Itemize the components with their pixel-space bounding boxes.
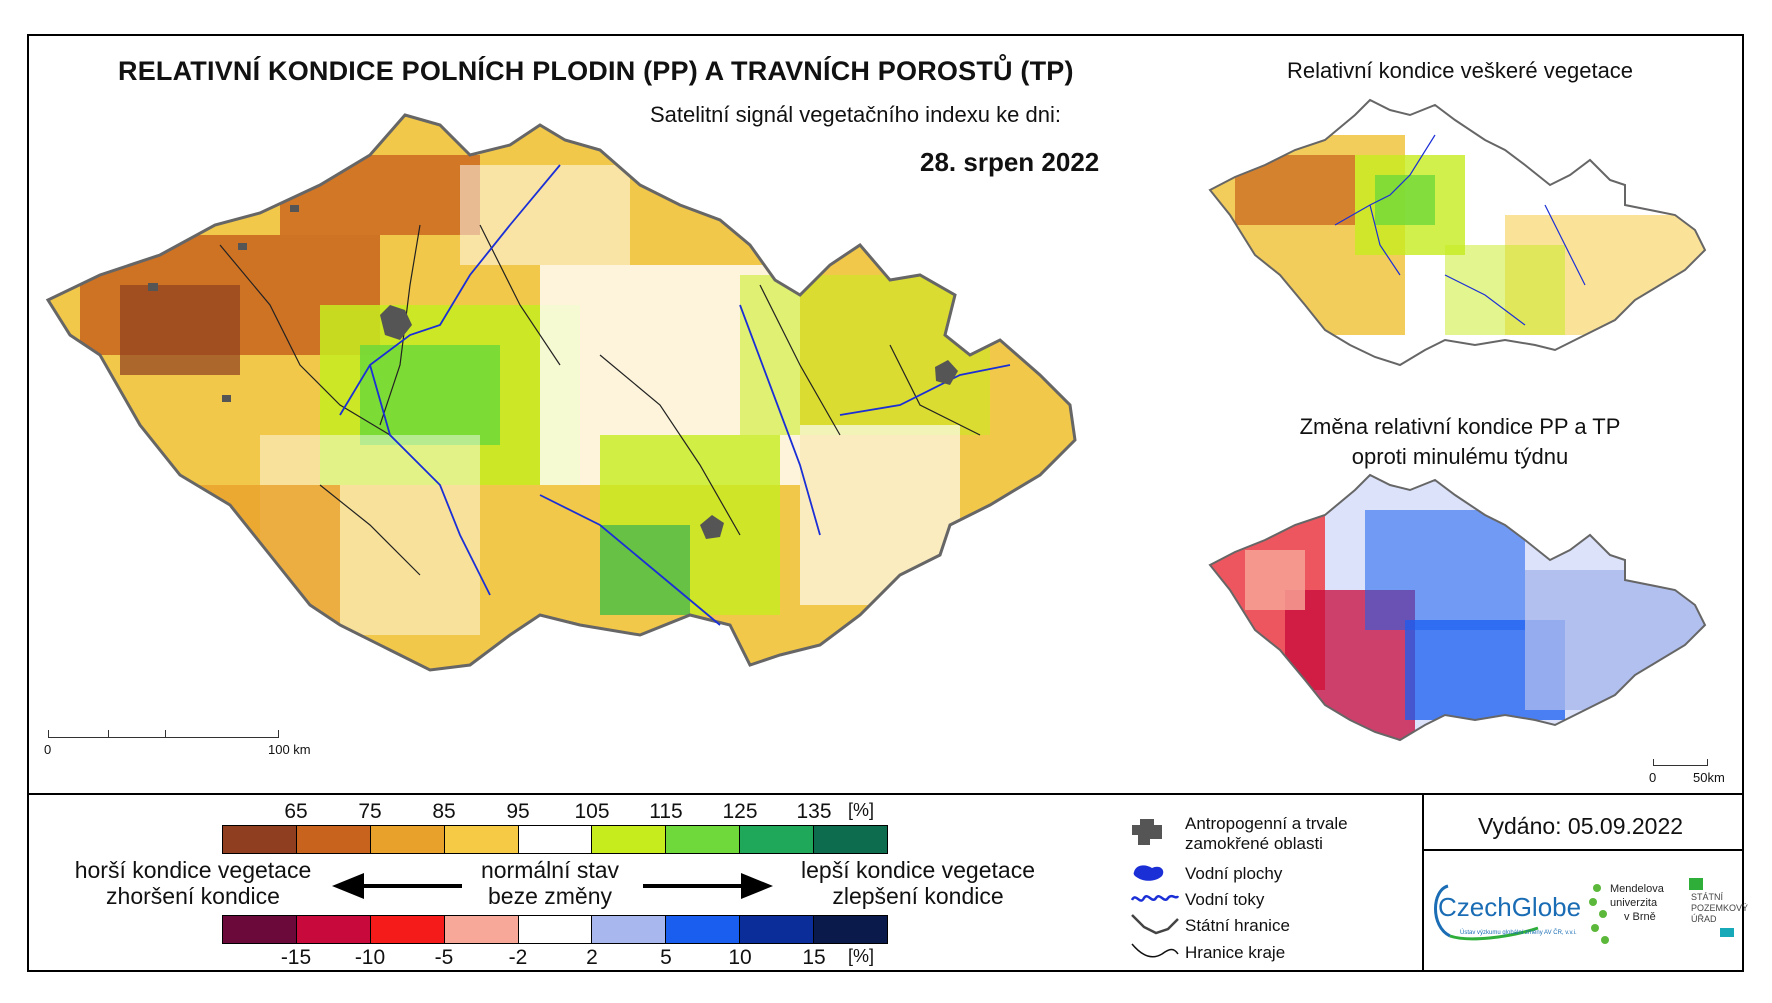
left-arrow-icon [332, 873, 462, 899]
condition-scale-label: 65 [284, 800, 308, 823]
change-scale-label: 10 [728, 946, 752, 969]
legend-state-border: Státní hranice [1185, 916, 1290, 935]
water-body-icon [1133, 865, 1164, 881]
change-inset-title-2: oproti minulému týdnu [1351, 444, 1569, 469]
inset-scalebar-tick-end [1707, 759, 1708, 766]
legend-water-bodies: Vodní plochy [1185, 864, 1283, 883]
change-scale-swatch [370, 916, 445, 943]
info-divider [1422, 793, 1424, 972]
condition-scale-swatch [444, 826, 519, 853]
condition-scale-label: [%] [847, 800, 874, 820]
change-scale-label: 2 [586, 946, 598, 969]
change-scale-swatch [814, 916, 888, 943]
issued-divider [1424, 849, 1744, 851]
change-inset-title-1: Změna relativní kondice PP a TP [1299, 414, 1621, 439]
mendel-logo-icon [1589, 884, 1609, 944]
change-scale-label: 15 [802, 946, 826, 969]
urban-area-icon [1132, 819, 1162, 845]
change-scale-label: -10 [354, 946, 386, 969]
right-arrow-icon [643, 873, 773, 899]
change-scale-label: -15 [280, 946, 312, 969]
legend-urban-1: Antropogenní a trvale [1185, 814, 1348, 833]
better-change-label: zlepšení kondice [832, 883, 1004, 909]
mendel-logo-line2: univerzita [1610, 897, 1658, 909]
czechglobe-logo-text: CzechGlobe [1438, 892, 1582, 922]
condition-scale-label: 85 [432, 800, 456, 823]
condition-scale-label: 75 [358, 800, 382, 823]
condition-scale-label: 115 [649, 800, 683, 823]
condition-scale-label: 95 [506, 800, 530, 823]
main-scalebar-tick-end [278, 730, 279, 738]
condition-scale-swatch [518, 826, 593, 853]
change-scale-label: 5 [660, 946, 672, 969]
inset-scalebar-end: 50km [1693, 770, 1725, 785]
spu-logo-line1: STÁTNÍ [1691, 892, 1724, 902]
condition-scale-label: 125 [722, 800, 758, 823]
change-scale-swatch [444, 916, 519, 943]
condition-scale-swatch [814, 826, 888, 853]
map-title: RELATIVNÍ KONDICE POLNÍCH PLODIN (PP) A … [118, 56, 1074, 86]
condition-colorbar [222, 825, 888, 854]
change-scale-label: -2 [508, 946, 528, 969]
condition-scale-label: 105 [574, 800, 610, 823]
change-scale-swatch [223, 916, 297, 943]
czechglobe-logo [1434, 884, 1539, 941]
map-date: 28. srpen 2022 [920, 147, 1100, 177]
normal-state-label: normální stav [480, 857, 620, 883]
legend-rivers: Vodní toky [1185, 890, 1265, 909]
worse-condition-label: horší kondice vegetace [74, 857, 312, 883]
region-border-icon [1131, 943, 1179, 958]
change-scale-swatch [740, 916, 815, 943]
change-inset-map [1208, 473, 1707, 742]
change-scale-swatch [296, 916, 371, 943]
mendel-logo-line1: Mendelova [1610, 883, 1664, 895]
issued-date: Vydáno: 05.09.2022 [1478, 813, 1684, 839]
spu-logo-icon [1689, 878, 1734, 937]
vegetation-inset-map [1208, 98, 1707, 367]
main-scalebar-end: 100 km [268, 742, 311, 757]
main-scalebar-tick-start [48, 730, 49, 738]
legend-urban-2: zamokřené oblasti [1185, 834, 1323, 853]
main-scalebar [48, 737, 278, 738]
main-scalebar-start: 0 [44, 742, 52, 757]
condition-scale-swatch [592, 826, 667, 853]
change-scale-label: -5 [434, 946, 454, 969]
worse-change-label: zhoršení kondice [106, 883, 280, 909]
legend-region-border: Hranice kraje [1185, 943, 1286, 962]
condition-scale-swatch [666, 826, 741, 853]
main-scalebar-tick-mid1 [108, 730, 109, 738]
spu-logo-line3: ÚŘAD [1691, 914, 1717, 924]
condition-scale-swatch [223, 826, 297, 853]
inset-scalebar [1653, 765, 1707, 766]
spu-logo-text: STÁTNÍ POZEMKOVÝ ÚŘAD [1691, 892, 1748, 925]
mendel-logo-text: Mendelova univerzita v Brně [1610, 882, 1664, 924]
inset-scalebar-start: 0 [1649, 770, 1657, 785]
no-change-label: beze změny [487, 883, 612, 909]
spu-logo-line2: POZEMKOVÝ [1691, 903, 1749, 913]
better-condition-label: lepší kondice vegetace [801, 857, 1035, 883]
change-scale-swatch [518, 916, 593, 943]
condition-scale-swatch [740, 826, 815, 853]
change-scale-label: [%] [847, 946, 874, 966]
condition-scale-label: 135 [796, 800, 832, 823]
main-condition-map [45, 113, 1077, 672]
mendel-logo-line3: v Brně [1624, 911, 1656, 923]
change-scale-swatch [666, 916, 741, 943]
vegetation-inset-title: Relativní kondice veškeré vegetace [1286, 58, 1634, 83]
map-subtitle: Satelitní signál vegetačního indexu ke d… [650, 102, 1061, 127]
condition-scale-swatch [370, 826, 445, 853]
inset-scalebar-tick-start [1653, 759, 1654, 766]
condition-scale-swatch [296, 826, 371, 853]
state-border-icon [1131, 914, 1179, 935]
change-scale-swatch [592, 916, 667, 943]
legend-divider [27, 793, 1744, 795]
main-scalebar-tick-mid2 [165, 730, 166, 738]
river-icon [1130, 894, 1180, 902]
czechglobe-logo-subtext: Ústav výzkumu globální změny AV ČR, v.v.… [1460, 930, 1577, 936]
change-colorbar [222, 915, 888, 944]
